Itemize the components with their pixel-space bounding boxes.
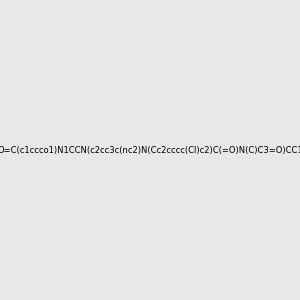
Text: O=C(c1ccco1)N1CCN(c2cc3c(nc2)N(Cc2cccc(Cl)c2)C(=O)N(C)C3=O)CC1: O=C(c1ccco1)N1CCN(c2cc3c(nc2)N(Cc2cccc(C… (0, 146, 300, 154)
